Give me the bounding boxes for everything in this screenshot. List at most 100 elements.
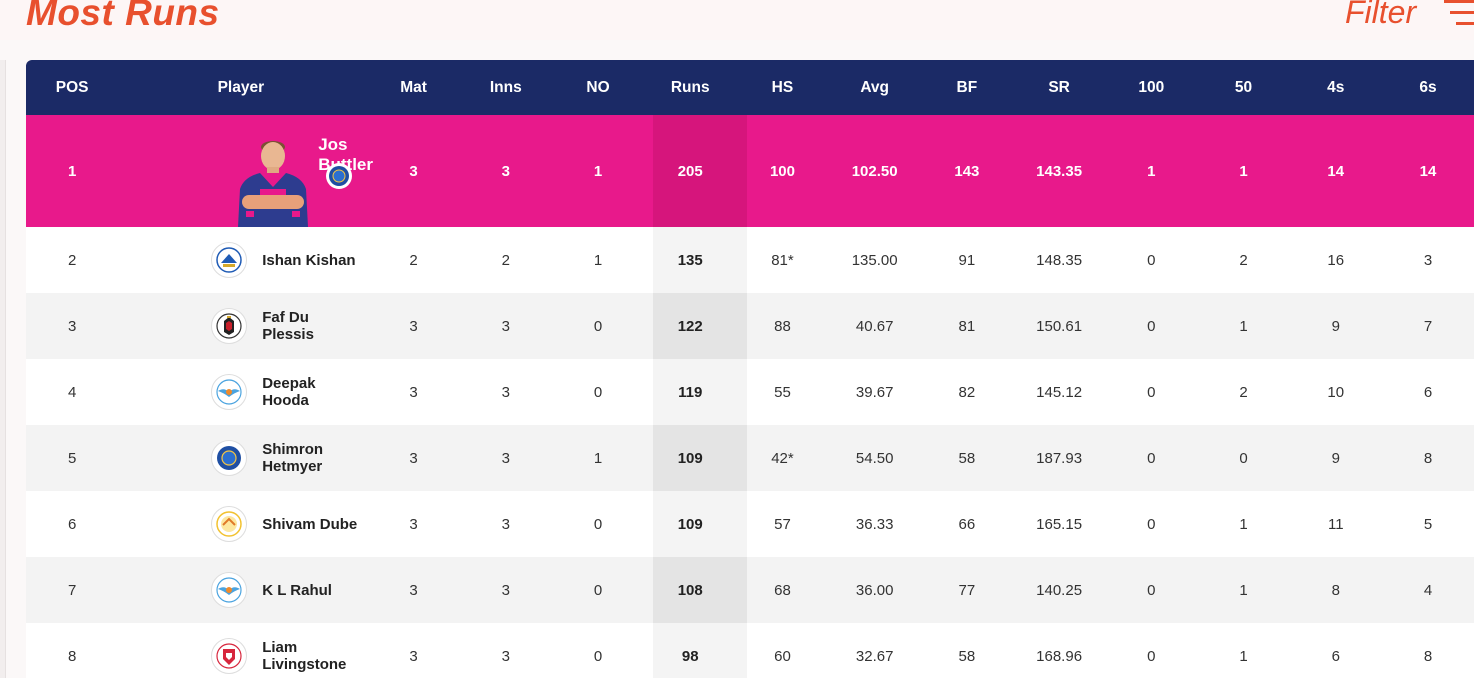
bf-cell: 77 [958, 581, 976, 599]
runs-highlight [653, 491, 747, 557]
table-row[interactable]: 8 Liam Livingstone 3 3 0 98 60 32.67 58 … [26, 623, 1474, 678]
bf-cell: 91 [958, 251, 976, 269]
sixes-cell: 8 [1423, 449, 1433, 467]
player-name[interactable]: Deepak Hooda [262, 375, 316, 409]
fifties-cell: 1 [1239, 317, 1248, 335]
mat-cell: 3 [409, 647, 418, 665]
table-row[interactable]: 7 K L Rahul 3 3 0 108 68 36.00 77 140.25… [26, 557, 1474, 623]
runs-cell: 109 [677, 515, 703, 533]
table-row[interactable]: 2 Ishan Kishan 2 2 1 135 81* 135.00 91 1… [26, 227, 1474, 293]
runs-highlight [653, 425, 747, 491]
sixes-cell: 8 [1423, 647, 1433, 665]
avg-cell: 40.67 [855, 317, 894, 335]
col-header-6s[interactable]: 6s [1419, 78, 1437, 96]
col-header-pos[interactable]: POS [55, 78, 89, 96]
hs-cell: 81* [771, 251, 794, 269]
col-header-hs[interactable]: HS [771, 78, 794, 96]
runs-cell: 135 [677, 251, 703, 269]
col-header-mat[interactable]: Mat [400, 78, 427, 96]
hs-cell: 100 [769, 162, 795, 180]
player-cell: Shivam Dube [118, 491, 363, 557]
table-row[interactable]: 5 Shimron Hetmyer 3 3 1 109 42* 54.50 58… [26, 425, 1474, 491]
pos-cell: 8 [67, 647, 77, 665]
sr-cell: 150.61 [1036, 317, 1083, 335]
fours-cell: 8 [1331, 581, 1340, 599]
fifties-cell: 0 [1239, 449, 1248, 467]
player-name[interactable]: Liam Livingstone [262, 639, 347, 673]
table-row[interactable]: 6 Shivam Dube 3 3 0 109 57 36.33 66 165.… [26, 491, 1474, 557]
table-row[interactable]: 3 Faf Du Plessis 3 3 0 122 88 40.67 81 1… [26, 293, 1474, 359]
col-header-avg[interactable]: Avg [860, 78, 890, 96]
runs-highlight [653, 557, 747, 623]
runs-cell: 119 [678, 383, 703, 401]
sr-cell: 140.25 [1036, 581, 1083, 599]
sixes-cell: 5 [1423, 515, 1433, 533]
runs-cell: 108 [677, 581, 703, 599]
runs-highlight [653, 227, 747, 293]
player-name[interactable]: Faf Du Plessis [262, 309, 314, 343]
no-cell: 1 [593, 162, 603, 180]
player-cell: Faf Du Plessis [118, 293, 363, 359]
bf-cell: 81 [958, 317, 976, 335]
col-header-sr[interactable]: SR [1048, 78, 1070, 96]
col-header-no[interactable]: NO [586, 78, 610, 96]
hs-cell: 60 [774, 647, 791, 665]
avg-cell: 36.33 [855, 515, 894, 533]
col-header-inns[interactable]: Inns [489, 78, 522, 96]
rr-logo-icon [211, 440, 248, 476]
player-photo [238, 141, 309, 227]
top-bar: Most Runs Filter [0, 0, 1474, 40]
sixes-cell: 7 [1423, 317, 1433, 335]
rr-logo-icon [326, 163, 353, 189]
player-name[interactable]: Ishan Kishan [262, 251, 356, 269]
runs-highlight [653, 359, 747, 425]
player-cell: Liam Livingstone [118, 623, 363, 678]
runs-cell: 205 [677, 162, 703, 180]
hs-cell: 57 [774, 515, 791, 533]
inns-cell: 3 [501, 162, 510, 180]
pos-cell: 7 [67, 581, 77, 599]
inns-cell: 3 [501, 581, 510, 599]
fifties-cell: 1 [1239, 647, 1248, 665]
mat-cell: 3 [409, 383, 418, 401]
table-header: POS Player Mat Inns NO Runs HS Avg BF SR… [26, 60, 1474, 115]
avg-cell: 102.50 [851, 162, 898, 180]
page-title: Most Runs [26, 0, 220, 33]
mat-cell: 2 [409, 251, 418, 269]
filter-icon [1444, 0, 1474, 25]
fours-cell: 9 [1331, 317, 1340, 335]
col-header-bf[interactable]: BF [956, 78, 978, 96]
col-header-4s[interactable]: 4s [1327, 78, 1345, 96]
pos-cell: 1 [67, 162, 77, 180]
no-cell: 1 [593, 251, 603, 269]
player-cell: K L Rahul [118, 557, 363, 623]
hundreds-cell: 1 [1147, 162, 1156, 180]
avg-cell: 135.00 [851, 251, 898, 269]
hundreds-cell: 0 [1147, 251, 1156, 269]
sr-cell: 187.93 [1036, 449, 1083, 467]
leader-row[interactable]: 1 Jos Buttler 3 3 1 205 100 102.50 143 [26, 115, 1474, 227]
player-cell: Ishan Kishan [118, 227, 363, 293]
col-header-player[interactable]: Player [217, 78, 265, 96]
inns-cell: 3 [501, 647, 510, 665]
fifties-cell: 2 [1239, 383, 1248, 401]
table-row[interactable]: 4 Deepak Hooda 3 3 0 119 55 39.67 82 145… [26, 359, 1474, 425]
bf-cell: 82 [958, 383, 976, 401]
player-cell: Shimron Hetmyer [118, 425, 363, 491]
col-header-50[interactable]: 50 [1234, 78, 1253, 96]
mat-cell: 3 [409, 449, 418, 467]
fours-cell: 16 [1327, 251, 1345, 269]
sr-cell: 165.15 [1036, 515, 1083, 533]
avg-cell: 39.67 [855, 383, 894, 401]
col-header-100[interactable]: 100 [1138, 78, 1165, 96]
no-cell: 0 [593, 647, 603, 665]
col-header-runs[interactable]: Runs [670, 78, 710, 96]
fours-cell: 6 [1331, 647, 1340, 665]
rcb-logo-icon [211, 308, 248, 344]
filter-button[interactable]: Filter [1345, 0, 1474, 31]
no-cell: 0 [593, 383, 603, 401]
avg-cell: 36.00 [855, 581, 894, 599]
player-name[interactable]: K L Rahul [262, 581, 332, 599]
player-name[interactable]: Shivam Dube [262, 515, 358, 533]
player-name[interactable]: Shimron Hetmyer [262, 441, 324, 475]
